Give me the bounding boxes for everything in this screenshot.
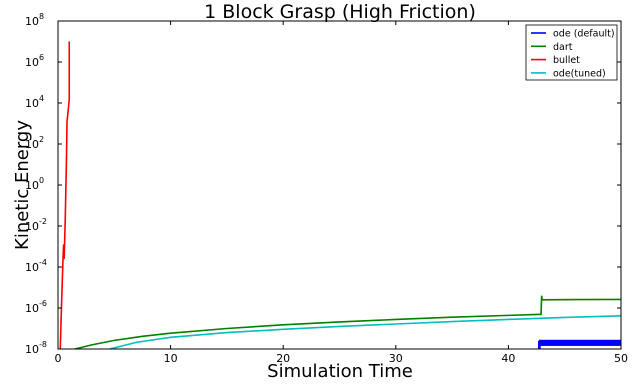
- x-tick-label: 50: [614, 352, 628, 365]
- y-tick-exponent: 6: [39, 53, 44, 62]
- chart-title: 1 Block Grasp (High Friction): [204, 1, 476, 23]
- y-tick-exponent: -4: [39, 258, 47, 267]
- series-line-bullet: [59, 41, 71, 349]
- y-tick-base: 10: [25, 56, 39, 69]
- y-tick-base: 10: [25, 179, 39, 192]
- y-tick-label: 10: [25, 261, 39, 274]
- y-tick-base: 10: [25, 220, 39, 233]
- series-line-ode-tuned: [109, 314, 621, 349]
- y-tick-label: 10: [25, 138, 39, 151]
- x-tick-label: 0: [55, 352, 62, 365]
- y-axis-label: Kinetic Energy: [12, 120, 33, 250]
- y-tick-label: 10: [25, 302, 39, 315]
- y-tick-label: 10: [25, 220, 39, 233]
- legend-label: bullet: [553, 55, 580, 66]
- y-tick-base: 10: [25, 138, 39, 151]
- x-tick-label: 20: [276, 352, 290, 365]
- y-tick-label: 10: [25, 97, 39, 110]
- x-tick-label: 40: [501, 352, 515, 365]
- series-band-ode-default: [539, 339, 621, 346]
- legend-label: ode (default): [553, 29, 615, 40]
- series-line-dart: [74, 295, 621, 349]
- y-tick-exponent: -6: [39, 299, 47, 308]
- y-tick-label: 10: [25, 56, 39, 69]
- y-tick-exponent: 8: [39, 12, 44, 21]
- legend: ode (default) dart bullet ode(tuned): [525, 24, 618, 81]
- y-tick-label: 10: [25, 179, 39, 192]
- legend-box: [525, 24, 618, 81]
- legend-label: dart: [553, 42, 573, 53]
- y-tick-base: 10: [25, 97, 39, 110]
- y-tick-exponent: -8: [39, 340, 47, 349]
- y-tick-base: 10: [25, 343, 39, 356]
- y-tick-base: 10: [25, 15, 39, 28]
- y-tick-exponent: 0: [39, 176, 44, 185]
- legend-label: ode(tuned): [553, 68, 606, 79]
- x-tick-label: 10: [164, 352, 178, 365]
- y-tick-label: 10: [25, 343, 39, 356]
- x-tick-label: 30: [389, 352, 403, 365]
- y-tick-exponent: 2: [39, 135, 44, 144]
- y-tick-exponent: -2: [39, 217, 47, 226]
- y-tick-base: 10: [25, 302, 39, 315]
- y-tick-exponent: 4: [39, 94, 44, 103]
- y-tick-base: 10: [25, 261, 39, 274]
- x-axis: 0 10 20 30 40 50: [55, 21, 628, 365]
- series-layer: [59, 41, 621, 349]
- series-line-ode-default: [538, 339, 541, 349]
- y-tick-label: 10: [25, 15, 39, 28]
- x-axis-label: Simulation Time: [267, 361, 413, 382]
